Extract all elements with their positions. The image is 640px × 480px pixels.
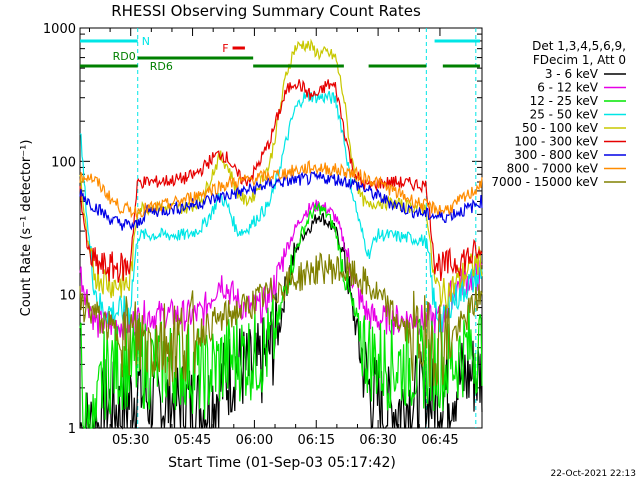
chart-title: RHESSI Observing Summary Count Rates: [111, 2, 421, 20]
annotation-label-rd0: RD0: [113, 50, 136, 63]
y-tick-label: 1000: [43, 22, 76, 37]
series-line-25to50keV: [79, 90, 483, 333]
x-tick-label: 06:15: [298, 433, 335, 448]
legend-label: 12 - 25 keV: [530, 94, 599, 108]
y-axis-ticks: 1 10 100 1000: [43, 22, 482, 437]
annotation-label-n: N: [142, 35, 150, 48]
x-axis-label: Start Time (01-Sep-03 05:17:42): [168, 455, 396, 471]
footer-date: 22-Oct-2021 22:13: [551, 469, 636, 479]
legend-label: 25 - 50 keV: [530, 108, 599, 122]
attenuator-annotations: N RD0 RD6 F: [80, 35, 480, 73]
x-tick-label: 06:00: [236, 433, 273, 448]
legend-header-line2: FDecim 1, Att 0: [533, 53, 626, 67]
y-tick-label: 10: [59, 289, 76, 304]
x-tick-label: 06:30: [359, 433, 396, 448]
legend-label: 3 - 6 keV: [545, 67, 599, 81]
plot-frame: [79, 27, 483, 429]
legend-label: 300 - 800 keV: [514, 148, 598, 162]
legend-label: 7000 - 15000 keV: [491, 175, 598, 189]
y-tick-label: 100: [51, 155, 76, 170]
series-line-300to800keV: [79, 170, 483, 231]
series-line-50to100keV: [79, 38, 483, 310]
annotation-label-f: F: [222, 42, 228, 55]
x-tick-label: 05:30: [112, 433, 149, 448]
x-tick-label: 05:45: [174, 433, 211, 448]
y-axis-label: Count Rate (s⁻¹ detector⁻¹): [19, 140, 34, 317]
legend-header-line1: Det 1,3,4,5,6,9,: [532, 39, 626, 53]
x-tick-label: 06:45: [421, 433, 458, 448]
legend-label: 6 - 12 keV: [537, 81, 599, 95]
x-axis-ticks: 05:30 05:45 06:00 06:15 06:30 06:45: [88, 28, 459, 448]
legend-label: 50 - 100 keV: [522, 121, 599, 135]
series-line-12to25keV: [79, 201, 483, 429]
series-line-3to6keV: [79, 212, 483, 430]
legend-label: 800 - 7000 keV: [507, 162, 599, 176]
series-line-800to7000keV: [79, 160, 483, 220]
legend-label: 100 - 300 keV: [514, 135, 598, 149]
annotation-label-rd6: RD6: [150, 60, 173, 73]
series-line-100to300keV: [79, 79, 483, 283]
y-tick-label: 1: [68, 422, 76, 437]
series-lines: [79, 38, 483, 430]
series-line-7000to15000keV: [79, 252, 483, 388]
legend: Det 1,3,4,5,6,9, FDecim 1, Att 0 3 - 6 k…: [491, 39, 626, 189]
